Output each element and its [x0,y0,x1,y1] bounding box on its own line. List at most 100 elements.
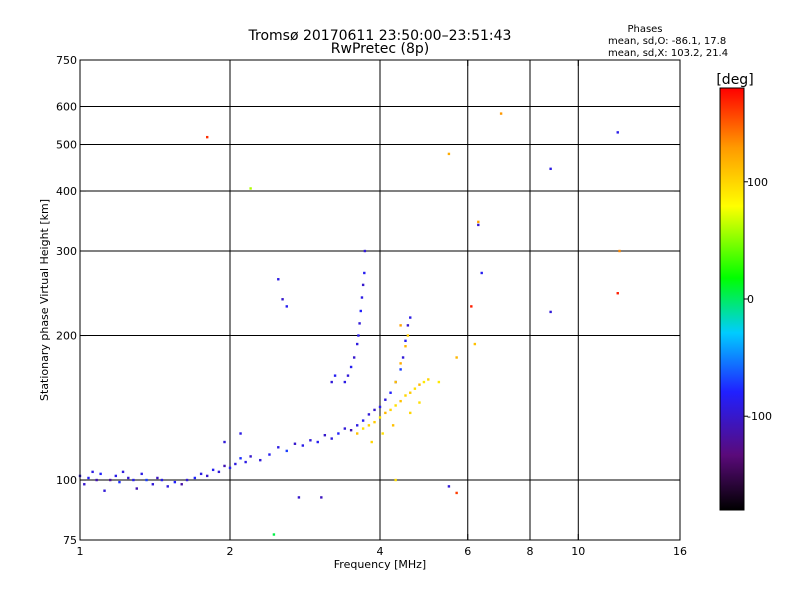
o-mode-point [285,449,288,453]
x-mode-point [409,411,412,415]
o-mode-point [337,432,340,435]
o-mode-point [477,223,480,227]
o-mode-point [114,474,118,478]
o-mode-point [277,446,280,449]
o-mode-point [140,472,143,476]
o-mode-point [217,470,221,474]
o-mode-point [185,478,189,482]
y-tick-label: 400 [56,185,77,198]
y-tick-label: 100 [56,474,77,487]
o-mode-point [404,339,407,343]
o-mode-point [249,455,252,458]
o-mode-point [109,478,112,482]
x-mode-point [361,427,365,430]
colorbar-ticks-layer: 100 0 -100 [744,176,772,423]
o-mode-point [234,462,237,466]
o-mode-point [83,483,86,486]
o-mode-point [360,296,364,299]
o-mode-point [333,374,337,377]
x-mode-point [473,342,477,346]
o-mode-point [406,324,410,327]
o-mode-point [389,391,392,394]
x-mode-point [370,440,373,444]
o-mode-point [549,167,552,171]
x-tick-label: 8 [527,545,534,558]
x-mode-point [618,249,621,253]
x-mode-point [384,411,387,415]
o-mode-point [180,483,183,486]
o-mode-point [320,496,323,499]
y-tick-label: 300 [56,245,77,258]
chart-subtitle: RwPretec (8p) [331,41,429,57]
o-mode-point [316,440,319,444]
x-mode-point [477,220,480,224]
x-mode-point [389,408,392,412]
colorbar-tick-label: -100 [747,410,772,423]
o-mode-point [363,249,367,253]
x-mode-point [249,187,252,190]
o-mode-point [355,342,359,346]
y-tick-label: 200 [56,330,77,343]
x-mode-point [499,112,503,115]
o-mode-point [346,374,350,377]
o-mode-point [293,442,297,445]
x-mode-point [447,152,451,156]
o-mode-point [239,432,242,435]
x-mode-point [399,362,402,365]
x-mode-point [394,380,397,384]
legend-title: Phases [627,24,662,35]
x-tick-label: 1 [77,545,84,558]
o-mode-point [367,413,371,416]
o-mode-point [378,405,382,409]
x-mode-point [413,387,417,390]
o-mode-point [616,131,619,134]
o-mode-point [373,408,376,412]
o-mode-point [361,283,365,287]
x-mode-point [404,345,407,348]
o-mode-point [87,476,90,480]
o-mode-point [99,472,102,476]
o-mode-point [228,466,232,470]
x-mode-point [373,420,376,424]
legend-line-o: mean, sd,O: -86.1, 17.8 [608,36,726,47]
o-mode-point [401,356,405,359]
o-mode-point [103,489,106,492]
o-mode-point [205,474,209,478]
colorbar-tick-label: 100 [747,176,768,189]
x-tick-label: 10 [571,545,585,558]
x-mode-point [381,432,384,435]
x-mode-point [272,533,276,536]
x-mode-point [378,416,382,419]
x-mode-point [406,334,410,337]
o-mode-point [323,433,327,437]
chart-title: Tromsø 20170611 23:50:00–23:51:43 [248,28,512,44]
o-mode-point [223,440,226,444]
o-mode-point [285,305,288,308]
o-mode-point [259,458,262,462]
y-axis-label: Stationary phase Virtual Height [km] [38,199,51,401]
x-mode-point [455,356,458,359]
o-mode-point [358,322,361,325]
o-mode-point [352,356,356,359]
x-mode-point [455,491,458,495]
o-mode-point [281,298,284,301]
o-mode-point [359,309,362,313]
o-mode-point [244,460,247,464]
o-mode-point [301,444,305,447]
x-mode-point [616,292,619,295]
colorbar [719,87,745,511]
x-mode-point [399,324,402,327]
o-mode-point [357,334,360,337]
x-mode-point [367,424,371,427]
o-mode-point [173,480,177,484]
x-mode-point [422,380,426,384]
o-mode-point [330,380,333,384]
o-mode-point [309,439,312,442]
legend-line-x: mean, sd,X: 103.2, 21.4 [608,48,728,59]
o-mode-point [268,453,271,456]
x-tick-label: 16 [673,545,687,558]
colorbar-tick-label: 0 [747,293,754,306]
o-mode-point [297,496,301,499]
o-mode-point [343,427,347,430]
